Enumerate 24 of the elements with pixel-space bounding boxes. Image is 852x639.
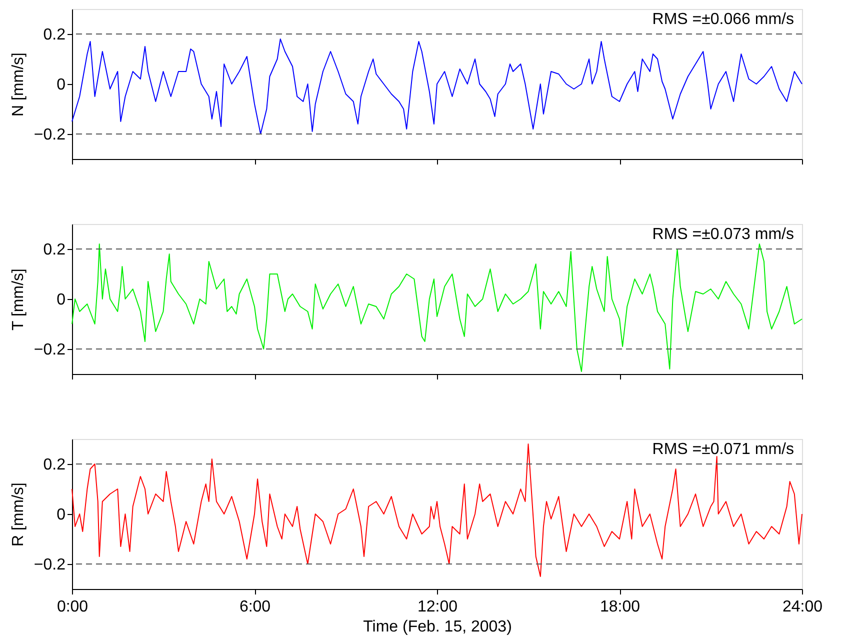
y-tick-label: −0.2 (34, 556, 66, 574)
y-tick-label: 0 (56, 292, 66, 308)
y-tick-label: 0.2 (43, 456, 66, 474)
y-tick-label: −0.2 (34, 342, 66, 358)
x-tick-label: 12:00 (417, 598, 458, 616)
y-axis-title: R [mm/s] (10, 482, 27, 546)
y-tick-label: 0.2 (43, 242, 66, 258)
x-tick-label: 24:00 (782, 598, 823, 616)
line-series (72, 38, 802, 134)
x-tick-label: 6:00 (239, 598, 271, 616)
line-series (72, 244, 802, 372)
annotation: RMS =±0.066 mm/s (652, 11, 794, 28)
annotation: RMS =±0.073 mm/s (652, 226, 794, 243)
x-tick-label: 0:00 (56, 598, 88, 616)
y-axis-title: N [mm/s] (10, 52, 27, 116)
y-tick-label: 0 (56, 76, 66, 94)
annotation: RMS =±0.071 mm/s (652, 441, 794, 458)
y-tick-label: 0 (56, 506, 66, 524)
line-series (72, 444, 802, 577)
y-axis-title: T [mm/s] (10, 268, 27, 330)
x-tick-label: 18:00 (600, 598, 640, 616)
y-tick-label: 0.2 (43, 26, 66, 44)
x-axis-title: Time (Feb. 15, 2003) (363, 618, 512, 636)
y-tick-label: −0.2 (34, 126, 66, 144)
